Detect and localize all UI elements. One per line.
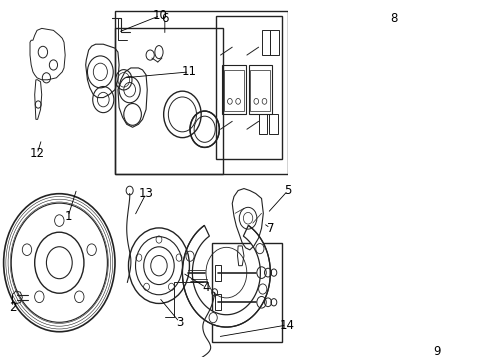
- Bar: [248, 65, 272, 114]
- Bar: [269, 114, 278, 134]
- Text: 4: 4: [202, 281, 210, 294]
- Bar: [215, 294, 220, 310]
- Bar: [270, 30, 278, 55]
- Text: 2: 2: [9, 301, 16, 314]
- Text: 12: 12: [29, 148, 45, 161]
- Text: 13: 13: [139, 187, 153, 200]
- Text: 11: 11: [182, 66, 197, 78]
- Bar: [115, 10, 288, 174]
- Text: 5: 5: [284, 184, 292, 197]
- Text: 1: 1: [64, 210, 72, 223]
- Text: 8: 8: [390, 12, 397, 25]
- Bar: [224, 70, 244, 112]
- Bar: [215, 265, 220, 280]
- Polygon shape: [182, 225, 270, 327]
- Bar: [250, 70, 270, 112]
- Bar: [259, 114, 268, 134]
- Text: 7: 7: [267, 222, 274, 235]
- Text: 3: 3: [176, 316, 183, 329]
- Text: 9: 9: [434, 345, 441, 358]
- Text: 6: 6: [161, 12, 169, 25]
- Text: 14: 14: [279, 319, 294, 332]
- Bar: [212, 243, 282, 342]
- Bar: [222, 65, 245, 114]
- Bar: [262, 30, 270, 55]
- Text: 10: 10: [153, 9, 168, 22]
- Bar: [115, 28, 223, 174]
- Bar: [217, 15, 282, 159]
